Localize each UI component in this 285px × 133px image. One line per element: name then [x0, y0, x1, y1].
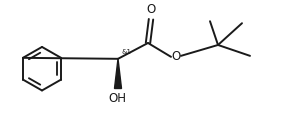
Text: &1: &1 — [121, 49, 131, 55]
Polygon shape — [115, 59, 121, 88]
Text: O: O — [171, 50, 181, 63]
Text: OH: OH — [108, 92, 126, 105]
Text: O: O — [146, 3, 156, 16]
